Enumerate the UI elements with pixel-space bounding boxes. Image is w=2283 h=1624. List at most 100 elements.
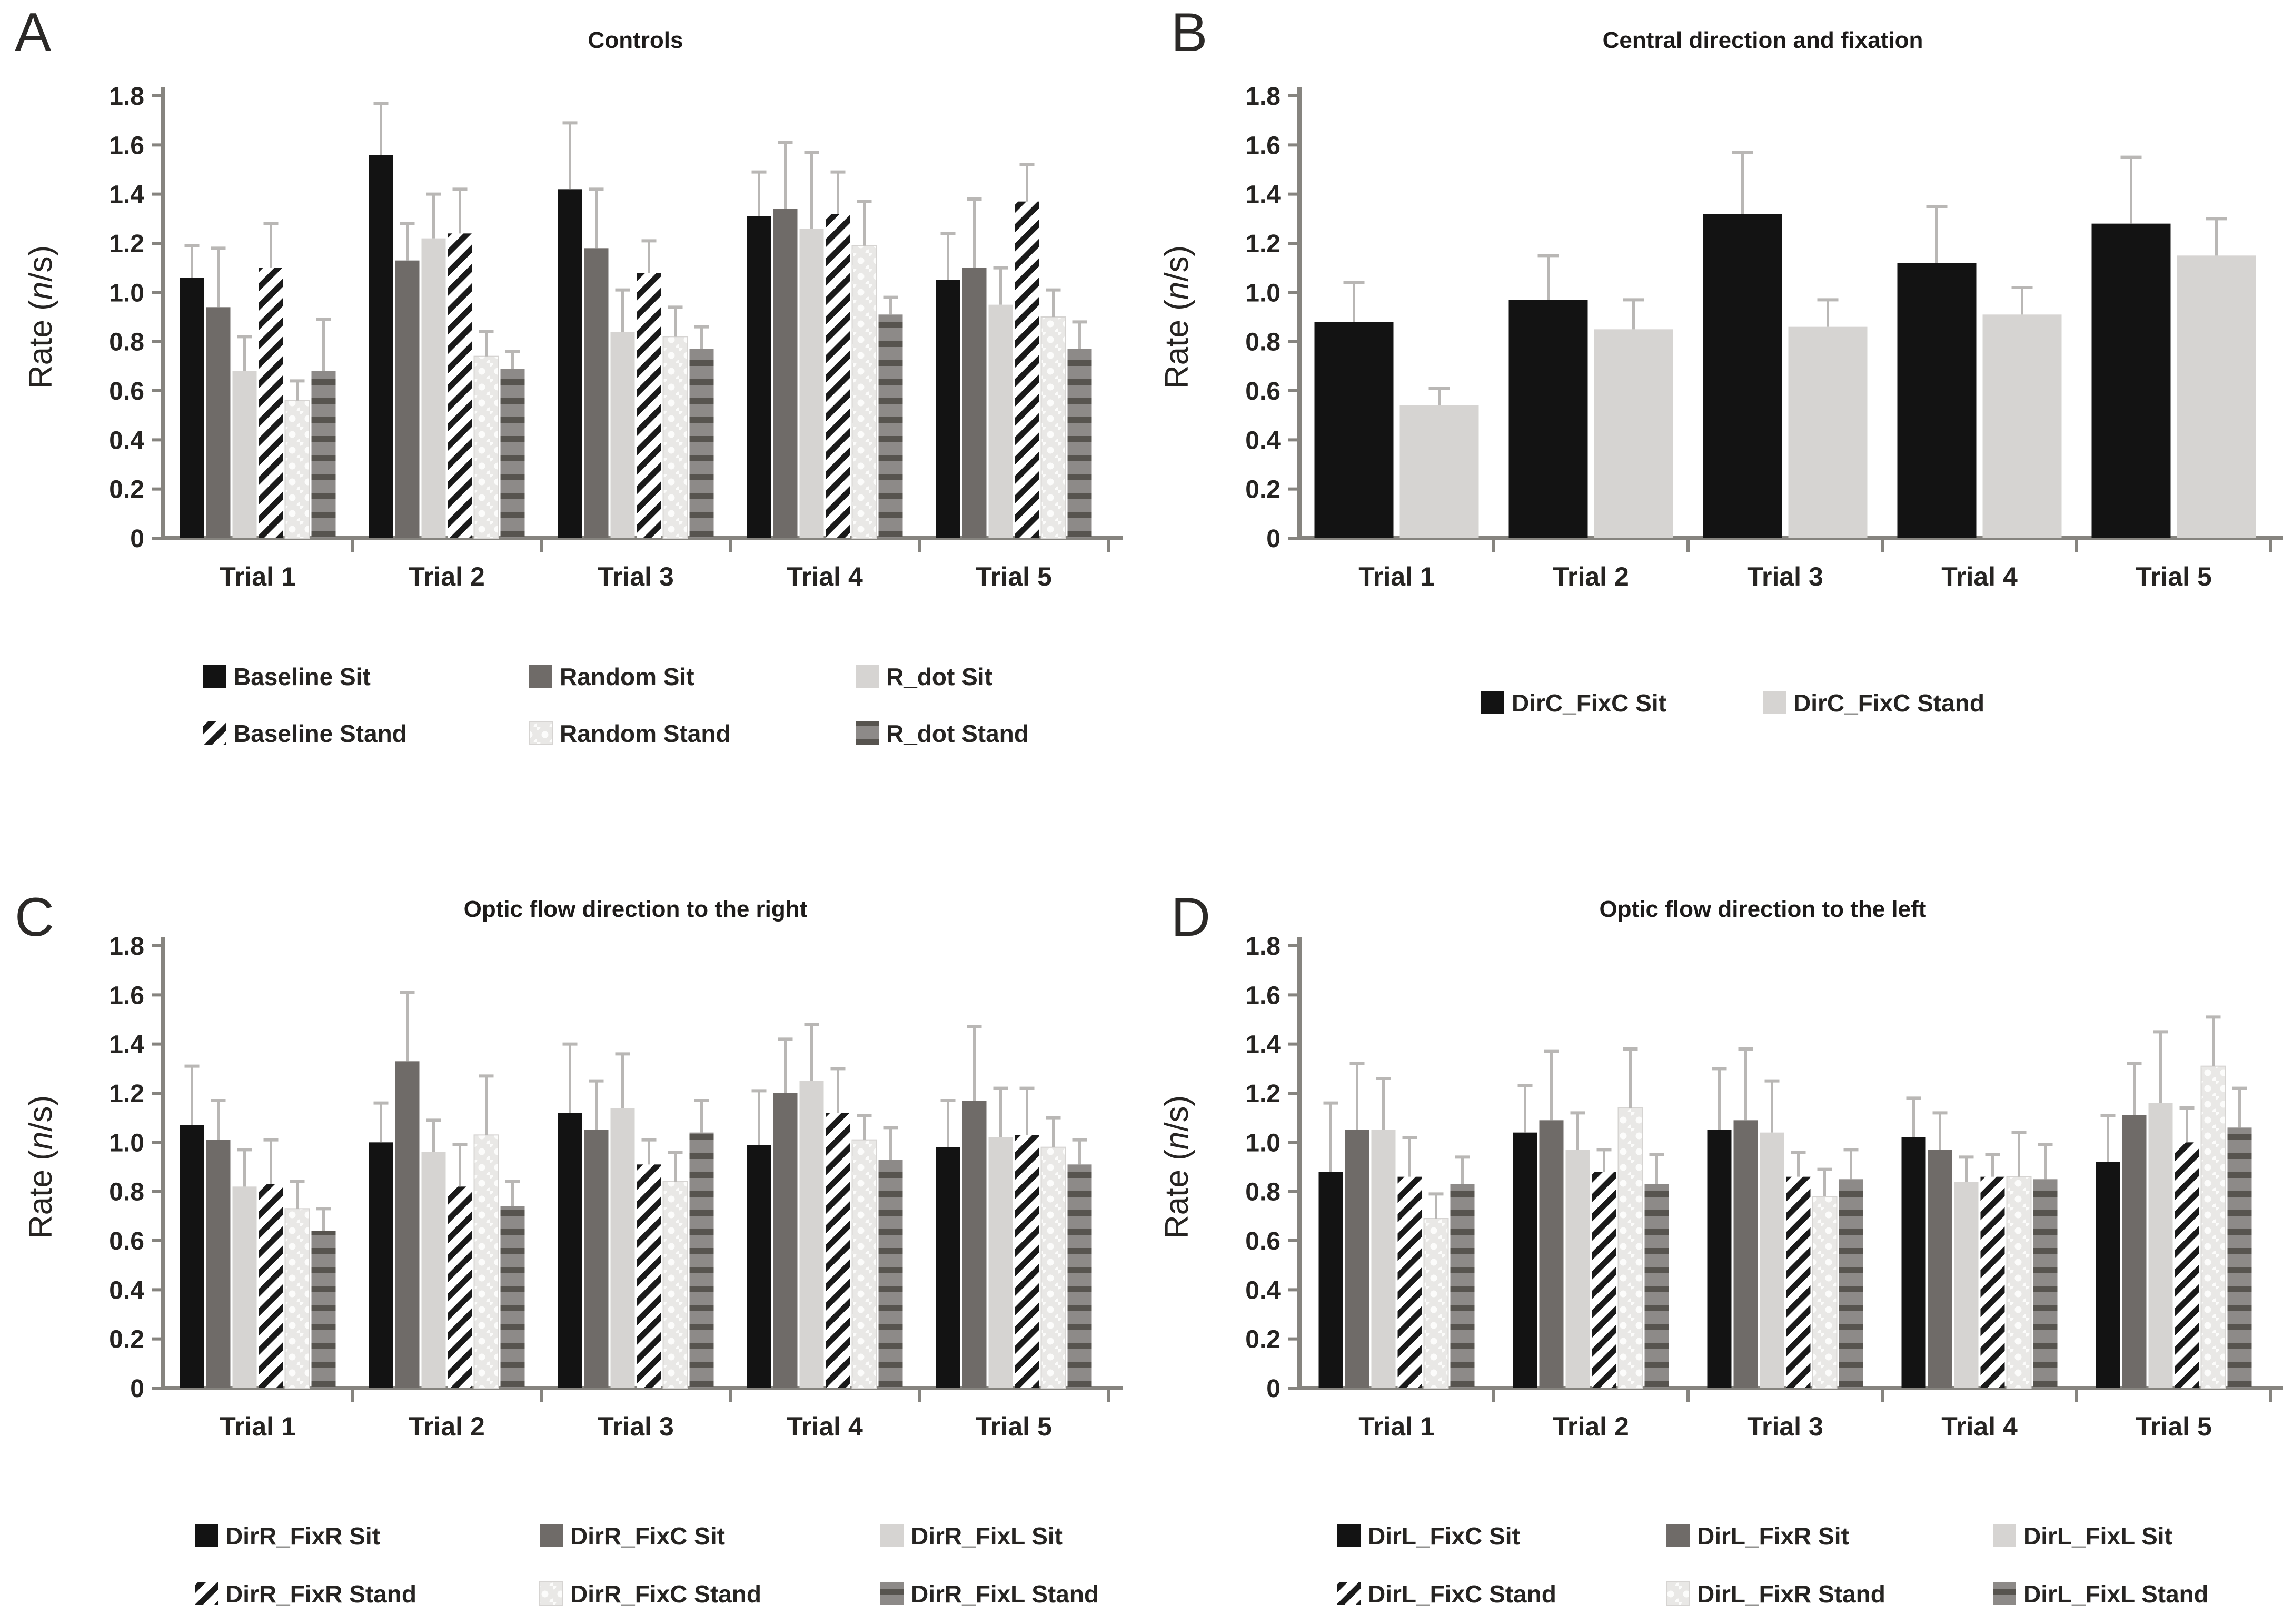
y-tick-label: 0.2: [1245, 1326, 1281, 1354]
bar: [2033, 1179, 2058, 1388]
bar: [232, 371, 257, 538]
bar: [826, 214, 850, 538]
legend-label: DirL_FixC Stand: [1368, 1580, 1556, 1608]
bar: [1015, 1135, 1039, 1388]
legend-label: R_dot Stand: [886, 720, 1029, 747]
bar: [2200, 1065, 2226, 1389]
legend-label: R_dot Sit: [886, 663, 992, 690]
y-tick-label: 0: [130, 525, 144, 553]
bar: [988, 1137, 1013, 1388]
y-tick-label: 0.8: [1245, 329, 1281, 357]
bar: [180, 278, 204, 538]
legend-label: DirL_FixL Sit: [2023, 1522, 2172, 1550]
panel-title: Optic flow direction to the right: [463, 896, 808, 922]
y-tick-label: 0: [130, 1375, 144, 1403]
bar: [689, 349, 714, 538]
bar: [584, 248, 609, 538]
bar: [1788, 326, 1868, 538]
y-tick-label: 0: [1266, 1375, 1281, 1403]
panel-title: Controls: [588, 27, 683, 53]
bar: [206, 1140, 231, 1388]
bar: [610, 332, 635, 538]
bar: [826, 1113, 850, 1388]
panel-letter: D: [1171, 887, 1211, 948]
bar: [2096, 1162, 2120, 1388]
bar: [1812, 1196, 1838, 1389]
y-tick-label: 1.2: [109, 230, 144, 258]
bar: [421, 238, 446, 539]
x-category-label: Trial 3: [1747, 562, 1823, 591]
x-category-label: Trial 4: [787, 1412, 863, 1441]
panel-title: Optic flow direction to the left: [1599, 896, 1927, 922]
bar: [962, 268, 987, 539]
bar: [1371, 1130, 1396, 1388]
bar: [1040, 1146, 1066, 1389]
legend-label: DirR_FixR Sit: [225, 1522, 380, 1550]
bar: [448, 233, 472, 538]
legend-swatch: [856, 721, 879, 745]
bar: [1901, 1137, 1926, 1388]
panel-controls: A Controls 1.8 1.6 1.4 1.2 1.0 0.8 0.6 0.4 0.2 0 T…: [0, 0, 1142, 812]
y-tick-label: 1.2: [1245, 1080, 1281, 1108]
bar: [1707, 1130, 1732, 1388]
bar: [395, 1061, 420, 1388]
bar: [1982, 314, 2062, 538]
legend-swatch: [1666, 1524, 1690, 1547]
bar: [662, 1181, 688, 1389]
bar: [1897, 263, 1977, 538]
bar: [662, 336, 688, 539]
y-axis-label: Rate (n/s): [1159, 245, 1195, 389]
x-category-label: Trial 4: [1941, 1412, 2018, 1441]
legend-label: Random Sit: [560, 663, 694, 690]
bar: [936, 1147, 960, 1388]
y-tick-label: 1.0: [109, 1129, 144, 1157]
x-category-label: Trial 1: [1358, 1412, 1435, 1441]
bar: [773, 209, 798, 539]
bar: [1067, 1164, 1092, 1388]
bar: [1345, 1130, 1369, 1388]
legend-swatch: [1666, 1581, 1690, 1606]
bar: [1565, 1150, 1590, 1388]
panel-letter: B: [1171, 2, 1208, 63]
y-tick-label: 0.8: [109, 329, 144, 357]
y-tick-label: 0.4: [109, 1276, 144, 1304]
bar: [799, 229, 824, 538]
y-tick-label: 1.4: [1245, 1031, 1281, 1059]
legend-label: Baseline Sit: [233, 663, 371, 690]
bar: [1617, 1107, 1643, 1389]
y-tick-label: 1.6: [1245, 982, 1281, 1009]
x-category-label: Trial 1: [220, 1412, 296, 1441]
bar: [747, 216, 771, 539]
x-category-label: Trial 3: [598, 1412, 674, 1441]
legend-label: DirR_FixR Stand: [225, 1580, 416, 1608]
bar: [773, 1093, 798, 1388]
bar: [1594, 329, 1673, 538]
bar: [232, 1186, 257, 1388]
bar: [259, 1184, 283, 1388]
legend-swatch: [880, 1524, 904, 1547]
legend-swatch: [856, 665, 879, 688]
bar: [1399, 405, 1479, 538]
legend-swatch: [540, 1524, 563, 1547]
y-tick-label: 0.6: [109, 378, 144, 405]
y-tick-label: 1.6: [1245, 132, 1281, 160]
bar: [1539, 1120, 1564, 1388]
bar: [1513, 1132, 1537, 1388]
x-category-label: Trial 3: [1747, 1412, 1823, 1441]
bar: [395, 260, 420, 539]
y-tick-label: 0.6: [1245, 1227, 1281, 1255]
y-tick-label: 1.0: [109, 279, 144, 307]
bar: [988, 304, 1013, 538]
bar: [584, 1130, 609, 1388]
y-tick-label: 1.2: [109, 1080, 144, 1108]
legend-label: DirL_FixR Stand: [1697, 1580, 1885, 1608]
bar: [878, 1160, 903, 1388]
bar: [284, 1208, 310, 1389]
legend-swatch: [203, 665, 226, 688]
bar: [1644, 1184, 1669, 1388]
bar: [2177, 255, 2256, 538]
y-tick-label: 1.0: [1245, 279, 1281, 307]
legend-swatch: [880, 1582, 904, 1605]
y-tick-label: 1.4: [109, 181, 144, 209]
bar: [1508, 300, 1588, 538]
